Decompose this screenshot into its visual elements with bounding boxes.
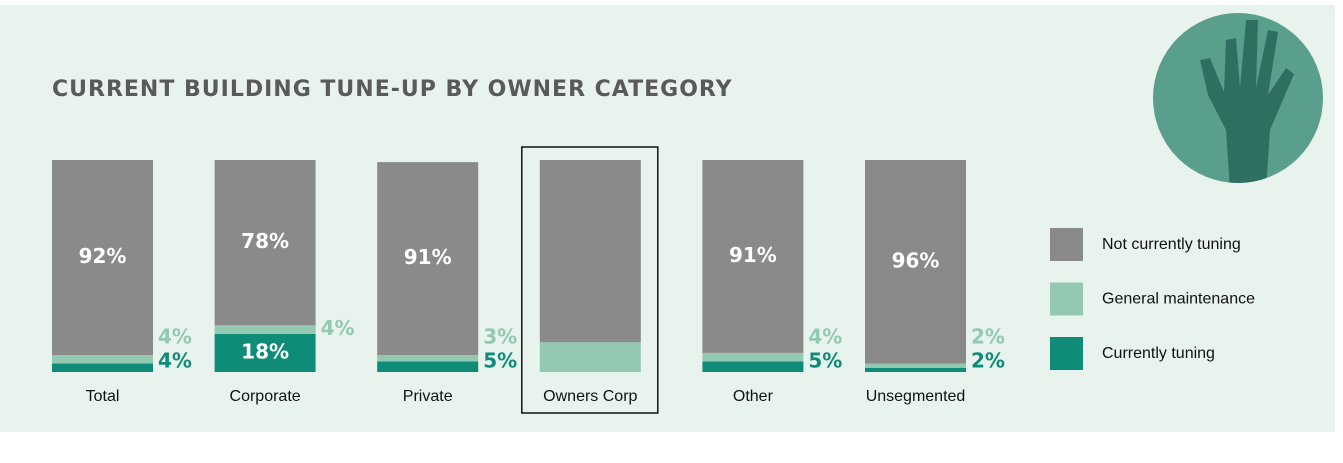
legend-label: Currently tuning [1102, 345, 1215, 362]
value-label: 91% [404, 245, 452, 269]
bar-segment [377, 355, 478, 361]
bar-segment [540, 342, 641, 372]
bar-segment [215, 325, 316, 333]
value-label: 92% [79, 244, 127, 268]
value-label: 2% [971, 325, 1005, 349]
value-label: 4% [158, 325, 192, 349]
value-label: 96% [892, 248, 940, 272]
x-tick-label: Corporate [230, 388, 301, 405]
value-label: 91% [729, 243, 777, 267]
bar-segment [52, 355, 153, 363]
x-tick-label: Owners Corp [543, 388, 637, 405]
bar-segment [377, 361, 478, 372]
value-label: 4% [158, 349, 192, 373]
legend-label: General maintenance [1102, 291, 1255, 308]
bar-segment [702, 361, 803, 372]
value-label: 5% [483, 349, 517, 373]
value-label: 4% [808, 325, 842, 349]
chart: CURRENT BUILDING TUNE-UP BY OWNER CATEGO… [0, 0, 1343, 459]
value-label: 78% [241, 229, 289, 253]
bar-segment [52, 364, 153, 372]
bar-segment [702, 353, 803, 361]
value-label: 18% [241, 339, 289, 363]
panel [0, 5, 1335, 432]
x-tick-label: Other [733, 388, 774, 405]
value-label: 2% [971, 349, 1005, 373]
legend-swatch [1050, 337, 1083, 370]
bar-segment [540, 160, 641, 342]
bar-segment [865, 368, 966, 372]
x-tick-label: Unsegmented [866, 388, 966, 405]
legend-swatch [1050, 283, 1083, 316]
legend-swatch [1050, 228, 1083, 261]
x-tick-label: Private [403, 388, 453, 405]
bar-segment [865, 364, 966, 368]
legend-label: Not currently tuning [1102, 236, 1241, 253]
chart-title: CURRENT BUILDING TUNE-UP BY OWNER CATEGO… [52, 77, 733, 102]
value-label: 5% [808, 349, 842, 373]
value-label: 4% [321, 316, 355, 340]
value-label: 3% [483, 325, 517, 349]
x-tick-label: Total [86, 388, 120, 405]
